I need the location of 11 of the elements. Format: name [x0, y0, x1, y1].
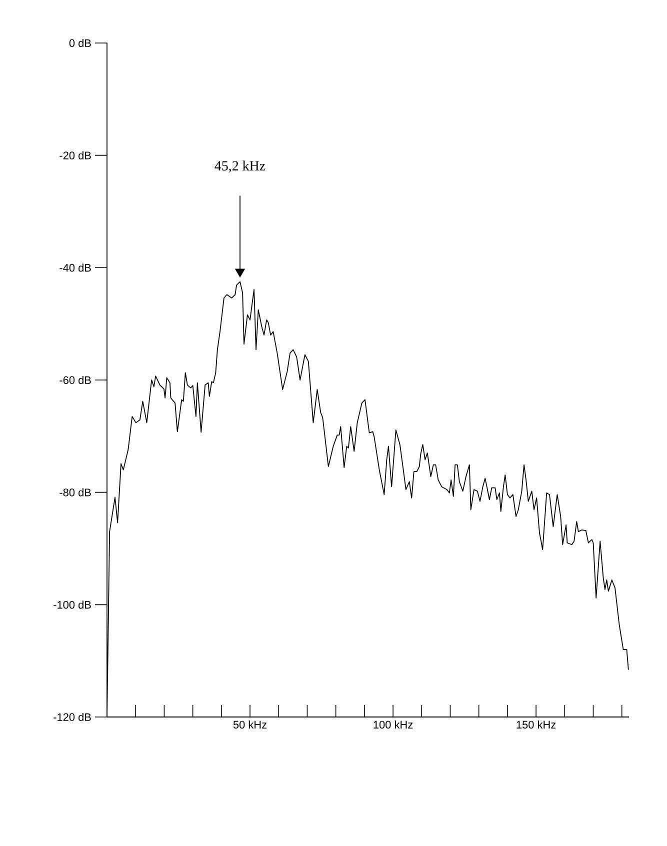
- y-tick-label: -40 dB: [60, 264, 91, 272]
- y-tick-label: -120 dB: [54, 712, 91, 722]
- y-tick-label: -20 dB: [60, 151, 91, 160]
- y-tick-label: -100 dB: [54, 600, 91, 609]
- annotation: 45,2 kHz: [214, 160, 266, 172]
- y-tick-label: -60 dB: [60, 376, 91, 384]
- x-tick-label: 50 kHz: [233, 720, 267, 729]
- x-tick-label: 100 kHz: [374, 720, 413, 729]
- y-tick-label: -80 dB: [60, 488, 91, 496]
- x-tick-label: 150 kHz: [516, 720, 556, 729]
- y-tick-label: 0 dB: [69, 38, 91, 48]
